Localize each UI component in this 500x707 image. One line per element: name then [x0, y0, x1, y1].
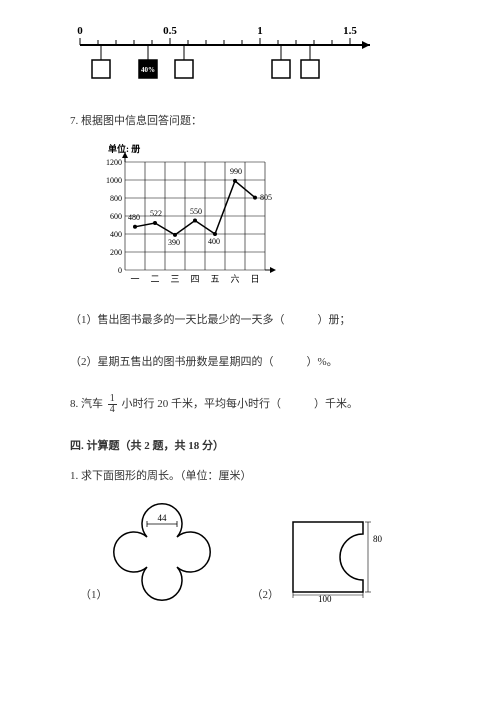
- svg-text:600: 600: [110, 212, 122, 221]
- numberline-figure: 0 0.5 1 1.5 40%: [70, 20, 440, 90]
- section4-heading: 四. 计算题（共 2 题，共 18 分）: [70, 437, 440, 457]
- svg-text:550: 550: [190, 207, 202, 216]
- svg-text:200: 200: [110, 248, 122, 257]
- nl-box-4: [272, 60, 290, 78]
- svg-text:805: 805: [260, 193, 272, 202]
- q7-sub1: （1）售出图书最多的一天比最少的一天多（ ）册；: [70, 311, 440, 331]
- svg-text:400: 400: [110, 230, 122, 239]
- svg-text:1200: 1200: [106, 158, 122, 167]
- q7-chart: 单位: 册: [90, 140, 440, 293]
- svg-text:0: 0: [118, 266, 122, 275]
- svg-text:390: 390: [168, 238, 180, 247]
- q7: 7. 根据图中信息回答问题： 单位: 册: [70, 112, 440, 372]
- section4: 四. 计算题（共 2 题，共 18 分） 1. 求下面图形的周长。（单位：厘米）…: [70, 437, 440, 602]
- q8-fraction: 1 4: [108, 394, 117, 415]
- nl-tick-15: 1.5: [343, 25, 357, 37]
- svg-text:400: 400: [208, 237, 220, 246]
- nl-box-1: [92, 60, 110, 78]
- q7-sub2: （2）星期五售出的图书册数是星期四的（ ）%。: [70, 353, 440, 373]
- nl-tick-05: 0.5: [163, 25, 177, 37]
- svg-text:1000: 1000: [106, 176, 122, 185]
- svg-text:990: 990: [230, 167, 242, 176]
- nl-box-5: [301, 60, 319, 78]
- fig2-wrap: （2） 80 100: [252, 512, 394, 602]
- svg-text:三: 三: [170, 274, 179, 284]
- fig1-label: （1）: [80, 586, 108, 602]
- fig1-svg: 44: [112, 502, 212, 602]
- svg-text:522: 522: [150, 209, 162, 218]
- fig2-h: 80: [373, 534, 383, 544]
- q8-text-b: 小时行 20 千米，平均每小时行（ ）千米。: [122, 398, 359, 410]
- svg-text:一: 一: [130, 274, 139, 284]
- numberline-svg: 0 0.5 1 1.5 40%: [70, 20, 390, 90]
- fig1-wrap: （1） 44: [80, 502, 212, 602]
- svg-text:二: 二: [150, 274, 159, 284]
- fig2-svg: 80 100: [283, 512, 393, 602]
- nl-tick-0: 0: [77, 25, 83, 37]
- svg-text:日: 日: [250, 274, 259, 284]
- nl-box-3: [175, 60, 193, 78]
- nl-box-2-label: 40%: [141, 66, 155, 74]
- svg-text:六: 六: [230, 273, 239, 284]
- svg-text:480: 480: [128, 213, 140, 222]
- chart-unit: 单位: 册: [108, 143, 140, 154]
- svg-text:四: 四: [190, 274, 199, 284]
- fig1-dim: 44: [157, 513, 167, 523]
- q8-text-a: 8. 汽车: [70, 398, 106, 410]
- svg-text:800: 800: [110, 194, 122, 203]
- nl-tick-1: 1: [257, 25, 263, 37]
- q7-title: 7. 根据图中信息回答问题：: [70, 112, 440, 132]
- svg-text:五: 五: [210, 274, 219, 284]
- fig2-label: （2）: [252, 586, 280, 602]
- q8: 8. 汽车 1 4 小时行 20 千米，平均每小时行（ ）千米。: [70, 394, 440, 415]
- s4-q1: 1. 求下面图形的周长。（单位：厘米）: [70, 467, 440, 487]
